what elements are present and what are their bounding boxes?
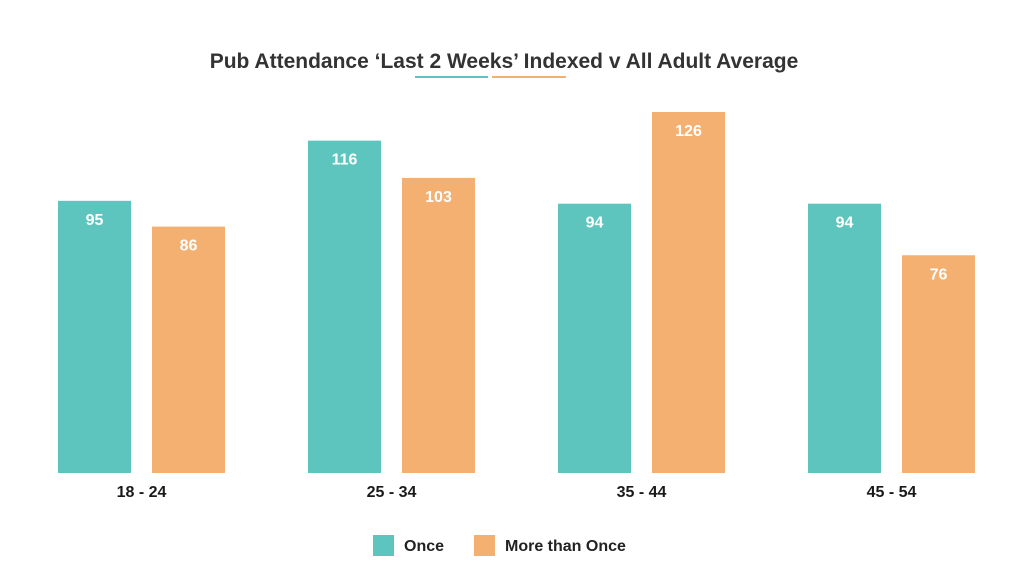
- x-tick-label-35-44: 35 - 44: [617, 484, 667, 501]
- chart-title: Pub Attendance ‘Last 2 Weeks’ Indexed v …: [210, 50, 799, 73]
- bar-label-once-25-34: 116: [332, 152, 358, 169]
- bar-more-than-once-25-34: [402, 177, 475, 473]
- bar-label-once-18-24: 95: [86, 212, 104, 229]
- bar-label-more-than-once-18-24: 86: [180, 238, 198, 255]
- bar-once-45-54: [808, 203, 881, 473]
- legend-swatch-more-than-once: [474, 535, 495, 556]
- bar-label-more-than-once-45-54: 76: [930, 266, 948, 283]
- bar-label-once-35-44: 94: [586, 215, 604, 232]
- legend-swatch-once: [373, 535, 394, 556]
- x-tick-labels-layer: 18 - 24 25 - 34 35 - 44 45 - 54: [117, 484, 917, 501]
- bar-label-more-than-once-35-44: 126: [675, 123, 702, 140]
- bar-labels-layer: 95 86 116 103 94 126 94 76: [86, 123, 948, 283]
- bar-more-than-once-35-44: [652, 112, 725, 473]
- bar-label-more-than-once-25-34: 103: [425, 189, 452, 206]
- bar-label-once-45-54: 94: [836, 215, 854, 232]
- legend: Once More than Once: [373, 535, 626, 556]
- legend-label-once: Once: [404, 538, 444, 555]
- x-tick-label-25-34: 25 - 34: [367, 484, 417, 501]
- bar-once-25-34: [308, 140, 381, 473]
- bar-more-than-once-18-24: [152, 226, 225, 473]
- bars-layer: [58, 112, 975, 474]
- x-tick-label-45-54: 45 - 54: [867, 484, 917, 501]
- bar-more-than-once-45-54: [902, 255, 975, 473]
- bar-once-18-24: [58, 200, 131, 474]
- legend-label-more-than-once: More than Once: [505, 538, 626, 555]
- bar-once-35-44: [558, 203, 631, 473]
- x-tick-label-18-24: 18 - 24: [117, 484, 167, 501]
